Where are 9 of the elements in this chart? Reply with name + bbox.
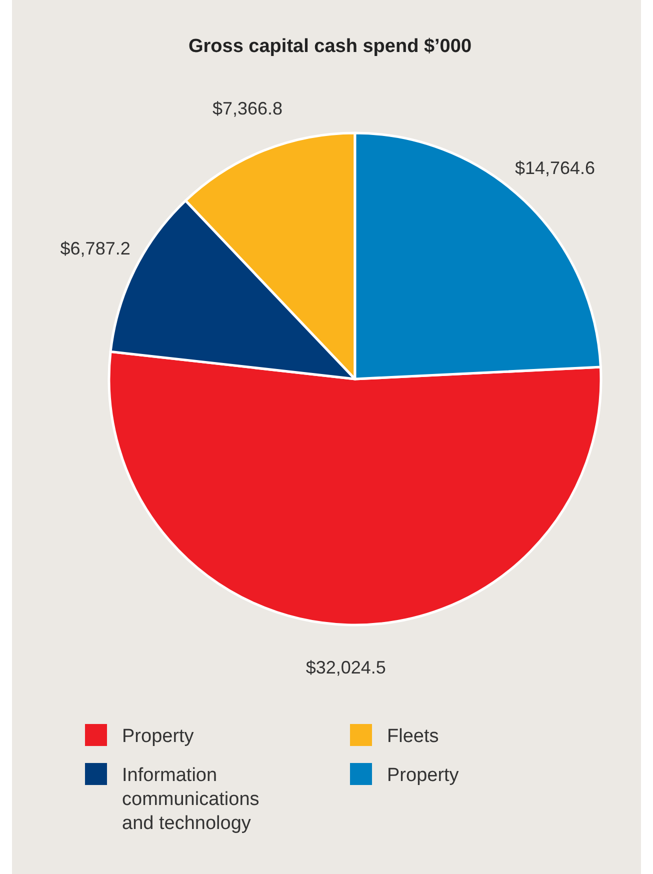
data-label: $7,366.8 (212, 98, 283, 118)
legend-label: Fleets (387, 726, 439, 747)
legend-label: Property (122, 726, 194, 747)
legend-label: Information communications and technology (122, 765, 260, 834)
chart-title: Gross capital cash spend $’000 (188, 36, 472, 57)
legend-label: Property (387, 765, 460, 786)
data-label: $6,787.2 (60, 238, 130, 259)
data-label: $14,764.6 (514, 158, 596, 178)
data-label: $32,024.5 (306, 658, 386, 678)
